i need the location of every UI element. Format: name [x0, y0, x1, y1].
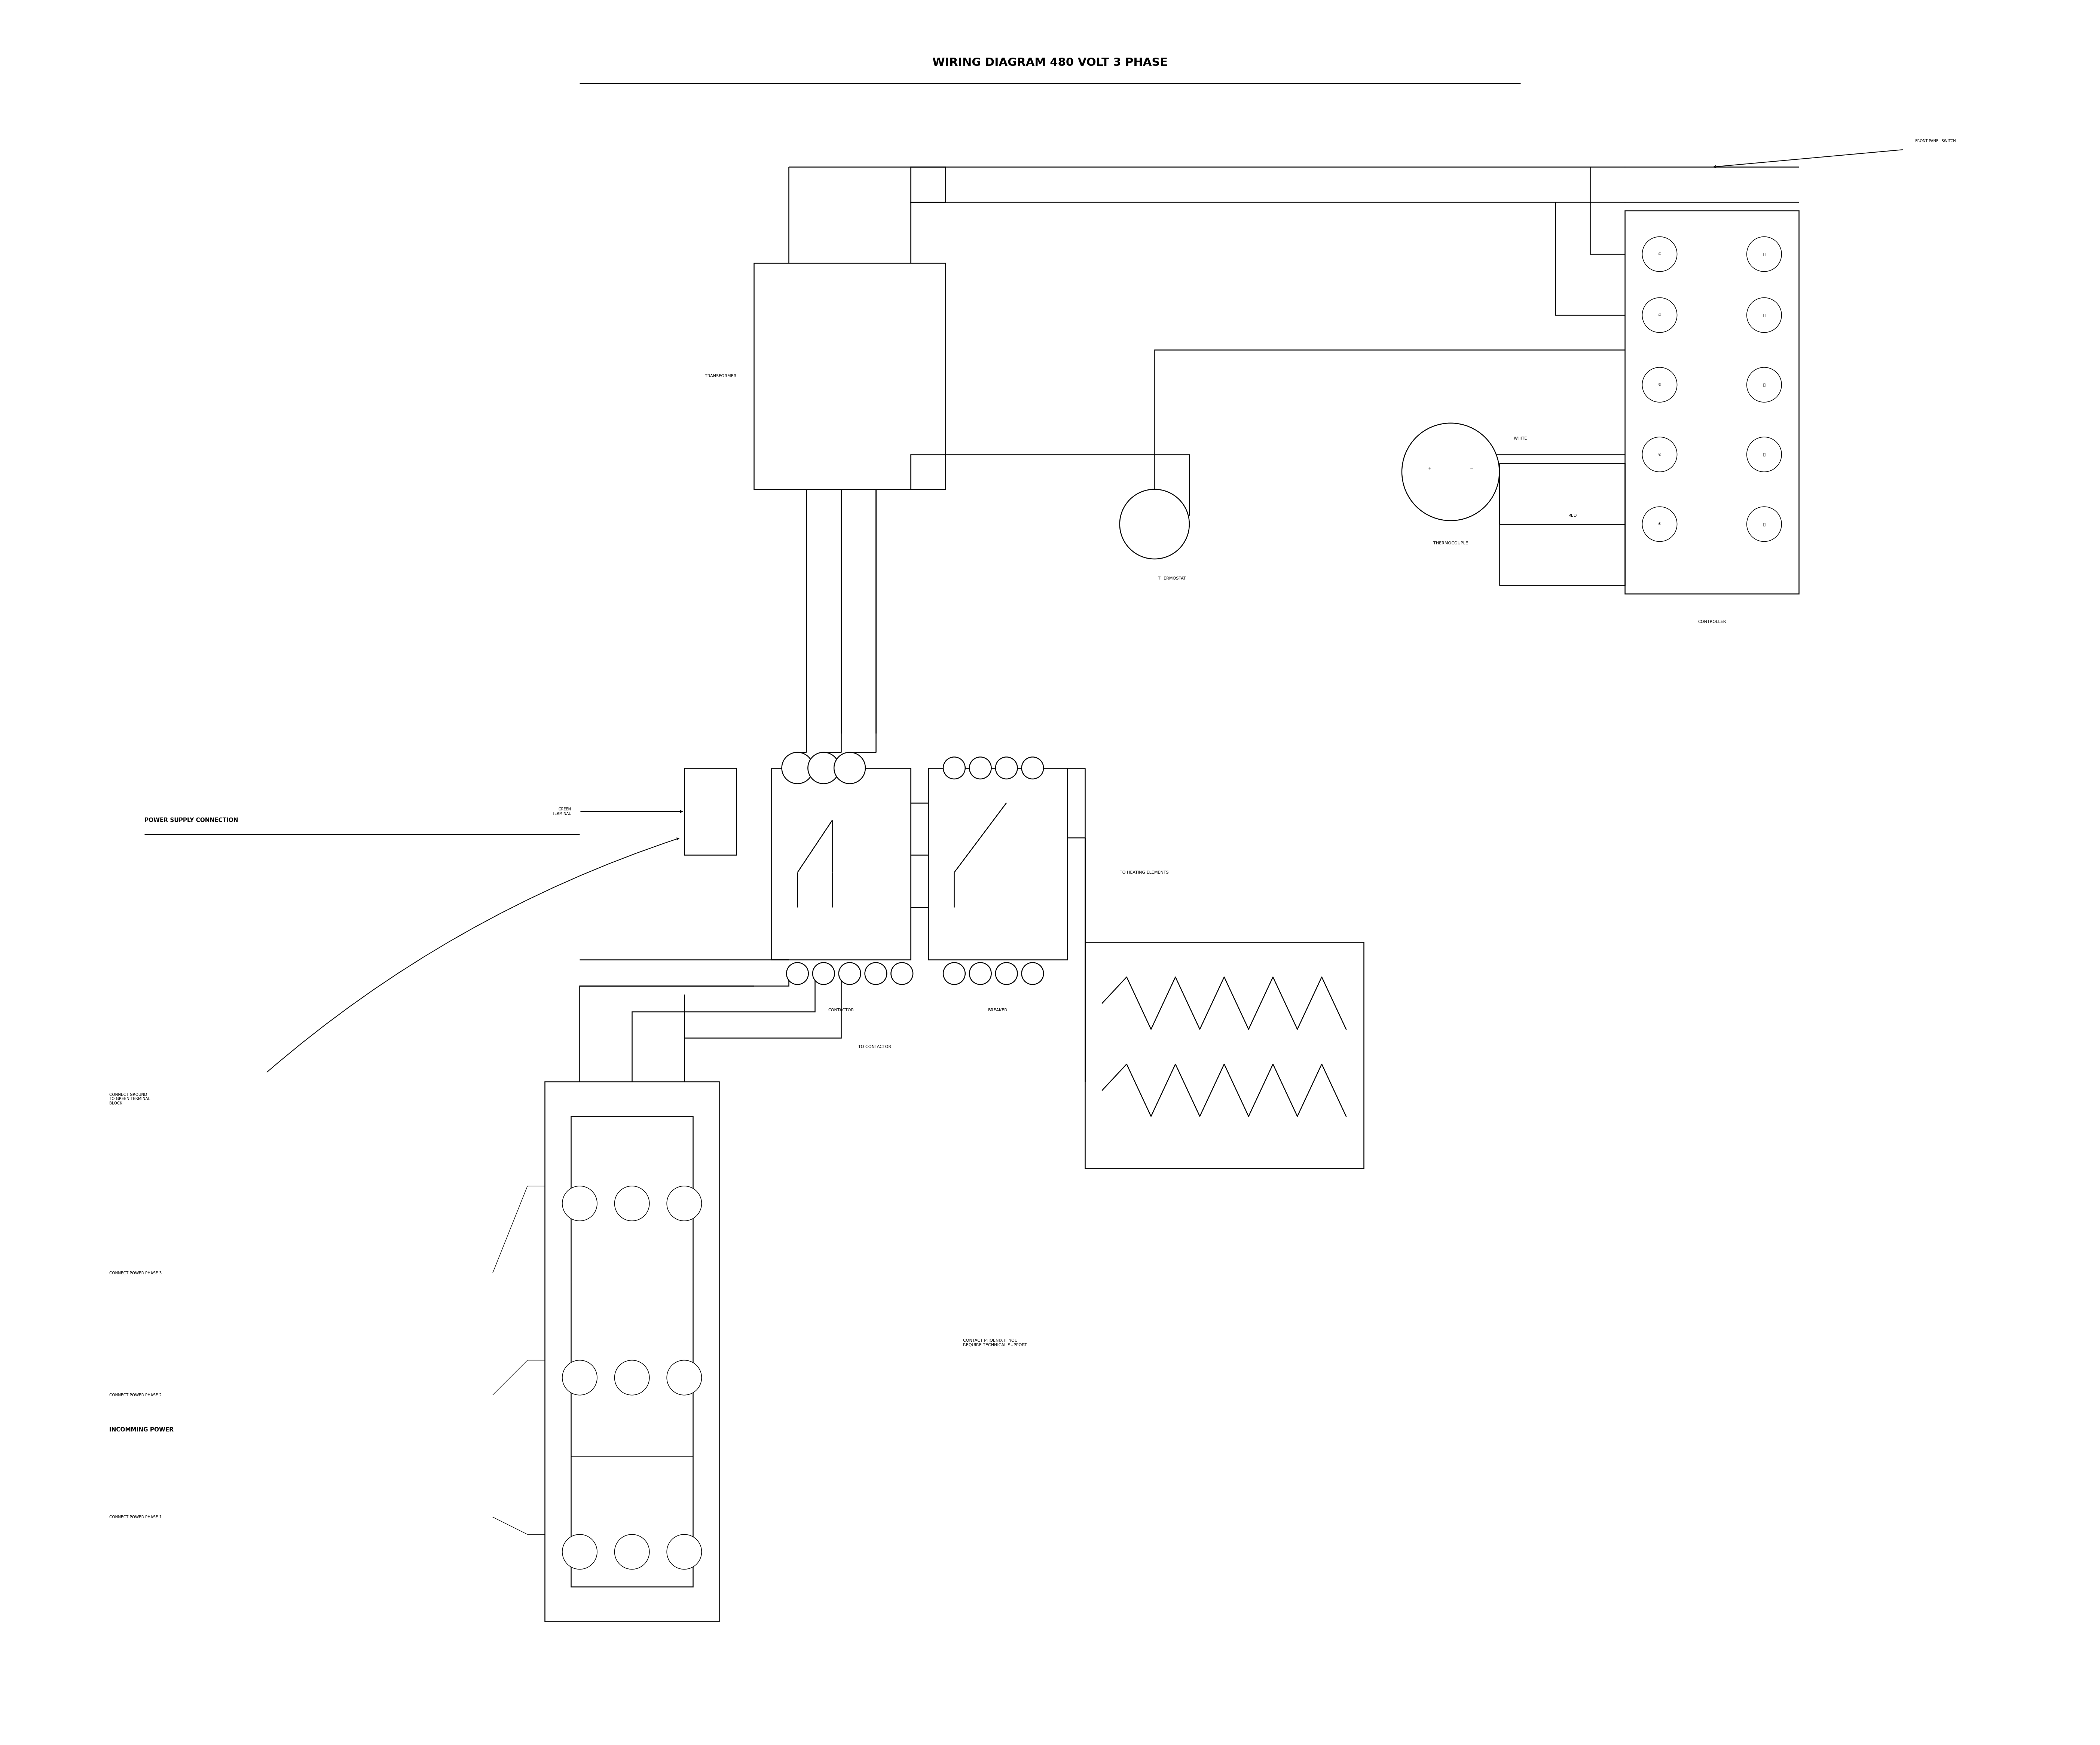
Circle shape: [809, 752, 840, 784]
Text: WIRING DIAGRAM 480 VOLT 3 PHASE: WIRING DIAGRAM 480 VOLT 3 PHASE: [932, 58, 1168, 68]
Circle shape: [970, 757, 991, 778]
Circle shape: [1747, 368, 1781, 401]
Text: CONNECT POWER PHASE 1: CONNECT POWER PHASE 1: [109, 1515, 162, 1518]
Text: ①: ①: [1659, 253, 1661, 257]
Text: WHITE: WHITE: [1514, 436, 1527, 440]
Circle shape: [788, 963, 809, 984]
Bar: [911, 168, 945, 202]
Circle shape: [890, 963, 914, 984]
Circle shape: [1642, 436, 1678, 471]
Text: ⑤: ⑤: [1659, 522, 1661, 525]
Bar: [1499, 462, 1625, 585]
Text: TO CONTACTOR: TO CONTACTOR: [859, 1045, 890, 1049]
Text: CONTROLLER: CONTROLLER: [1697, 619, 1726, 623]
Circle shape: [838, 963, 861, 984]
Circle shape: [995, 963, 1016, 984]
Text: ⑮: ⑮: [1764, 522, 1766, 525]
Bar: [1086, 942, 1363, 1169]
Text: ⑬: ⑬: [1764, 382, 1766, 387]
Bar: [771, 768, 911, 960]
Circle shape: [1021, 963, 1044, 984]
Circle shape: [1642, 506, 1678, 541]
Text: CONNECT POWER PHASE 3: CONNECT POWER PHASE 3: [109, 1272, 162, 1276]
Circle shape: [1642, 298, 1678, 333]
Text: TO HEATING ELEMENTS: TO HEATING ELEMENTS: [1119, 871, 1168, 874]
Text: ④: ④: [1659, 452, 1661, 457]
Text: FRONT PANEL SWITCH: FRONT PANEL SWITCH: [1915, 140, 1955, 143]
Circle shape: [1747, 436, 1781, 471]
Text: BREAKER: BREAKER: [987, 1009, 1008, 1012]
Text: RED: RED: [1569, 513, 1577, 517]
Circle shape: [563, 1187, 596, 1222]
Circle shape: [1747, 298, 1781, 333]
Circle shape: [865, 963, 886, 984]
Text: THERMOSTAT: THERMOSTAT: [1157, 576, 1186, 579]
Text: POWER SUPPLY CONNECTION: POWER SUPPLY CONNECTION: [145, 817, 237, 824]
Text: INCOMMING POWER: INCOMMING POWER: [109, 1427, 174, 1433]
Circle shape: [813, 963, 834, 984]
Bar: [544, 1082, 718, 1621]
Text: GREEN
TERMINAL: GREEN TERMINAL: [552, 808, 571, 815]
Circle shape: [1642, 368, 1678, 401]
Text: +: +: [1428, 466, 1432, 469]
Circle shape: [1403, 422, 1499, 520]
Text: ⑫: ⑫: [1764, 312, 1766, 318]
Circle shape: [1747, 237, 1781, 272]
Circle shape: [995, 757, 1016, 778]
Text: ⑭: ⑭: [1764, 452, 1766, 457]
Circle shape: [970, 963, 991, 984]
Circle shape: [615, 1534, 649, 1569]
Circle shape: [1642, 237, 1678, 272]
Text: CONTACT PHOENIX IF YOU
REQUIRE TECHNICAL SUPPORT: CONTACT PHOENIX IF YOU REQUIRE TECHNICAL…: [964, 1338, 1027, 1347]
Text: CONNECT GROUND
TO GREEN TERMINAL
BLOCK: CONNECT GROUND TO GREEN TERMINAL BLOCK: [109, 1092, 151, 1105]
Bar: [1625, 211, 1800, 593]
Text: ③: ③: [1659, 382, 1661, 387]
Text: CONNECT POWER PHASE 2: CONNECT POWER PHASE 2: [109, 1393, 162, 1398]
Text: ⑪: ⑪: [1764, 253, 1766, 257]
Circle shape: [668, 1534, 701, 1569]
Circle shape: [563, 1534, 596, 1569]
Bar: [571, 1117, 693, 1586]
Bar: [685, 768, 737, 855]
Bar: [754, 263, 945, 489]
Circle shape: [834, 752, 865, 784]
Text: TRANSFORMER: TRANSFORMER: [706, 373, 737, 379]
Circle shape: [943, 757, 966, 778]
Text: ②: ②: [1659, 312, 1661, 318]
Circle shape: [1747, 506, 1781, 541]
Circle shape: [668, 1359, 701, 1394]
Circle shape: [563, 1359, 596, 1394]
Circle shape: [781, 752, 813, 784]
Text: THERMOCOUPLE: THERMOCOUPLE: [1432, 541, 1468, 544]
Bar: [928, 768, 1067, 960]
Circle shape: [615, 1359, 649, 1394]
Circle shape: [668, 1187, 701, 1222]
Circle shape: [1119, 489, 1189, 558]
Text: CONTACTOR: CONTACTOR: [827, 1009, 855, 1012]
Text: −: −: [1470, 466, 1474, 469]
Circle shape: [1021, 757, 1044, 778]
Circle shape: [943, 963, 966, 984]
Circle shape: [615, 1187, 649, 1222]
